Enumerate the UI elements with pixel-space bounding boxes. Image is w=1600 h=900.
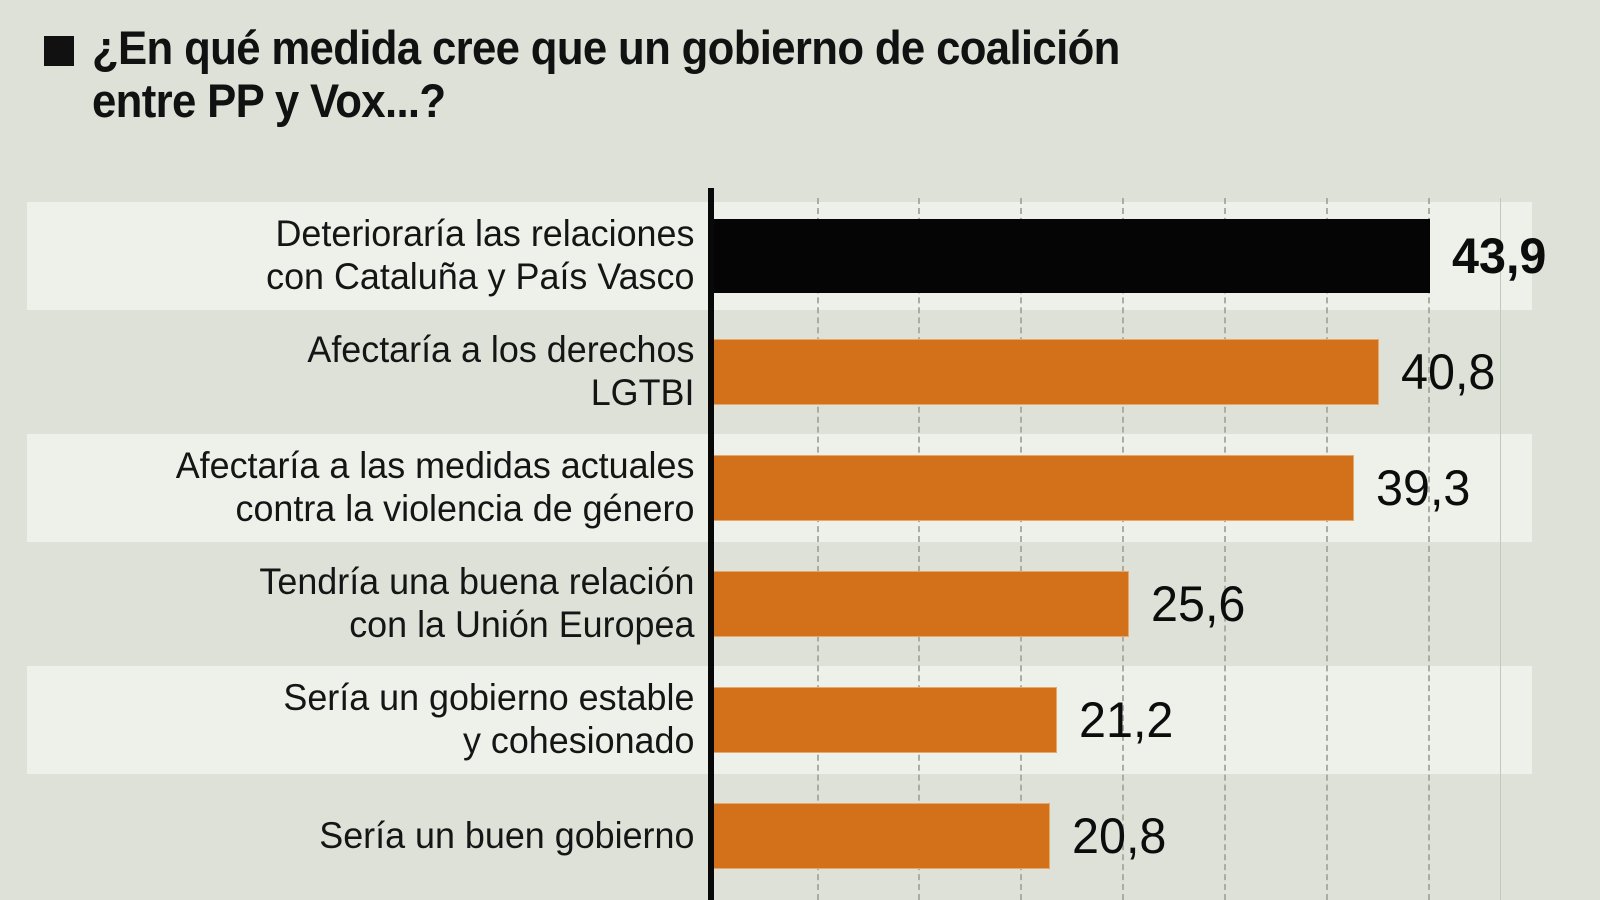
bar-plot: 39,3 <box>708 430 1600 546</box>
bar-plot: 20,8 <box>708 778 1600 894</box>
bar <box>708 455 1354 521</box>
bar-chart: Deterioraría las relaciones con Cataluña… <box>0 188 1600 900</box>
table-row: Afectaría a las medidas actuales contra … <box>0 430 1600 546</box>
square-bullet-icon <box>44 36 74 66</box>
bar-category-label: Sería un buen gobierno <box>319 814 695 856</box>
bar-category-label: Deterioraría las relaciones con Cataluña… <box>266 213 695 297</box>
table-row: Afectaría a los derechos LGTBI 40,8 <box>0 314 1600 430</box>
bar <box>708 687 1057 753</box>
bar <box>708 571 1129 637</box>
page-title: ¿En qué medida cree que un gobierno de c… <box>92 21 1120 127</box>
bar-plot: 21,2 <box>708 662 1600 778</box>
bar-category-label: Afectaría a las medidas actuales contra … <box>175 445 695 529</box>
table-row: Deterioraría las relaciones con Cataluña… <box>0 198 1600 314</box>
bar-plot: 25,6 <box>708 546 1600 662</box>
bar-value-label: 43,9 <box>1452 228 1547 284</box>
plot-right-edge <box>1500 198 1501 900</box>
table-row: Tendría una buena relación con la Unión … <box>0 546 1600 662</box>
bar-value-label: 39,3 <box>1376 460 1471 516</box>
bar-plot: 40,8 <box>708 314 1600 430</box>
bar-category-label: Sería un gobierno estable y cohesionado <box>283 677 695 761</box>
bar-plot: 43,9 <box>708 198 1600 314</box>
bar <box>708 803 1050 869</box>
bar-category-label: Afectaría a los derechos LGTBI <box>307 329 695 413</box>
bar-category-label: Tendría una buena relación con la Unión … <box>259 561 695 645</box>
bar <box>708 219 1430 293</box>
bar <box>708 339 1379 405</box>
chart-header: ¿En qué medida cree que un gobierno de c… <box>44 21 1444 127</box>
bar-value-label: 25,6 <box>1151 576 1246 632</box>
value-axis <box>708 188 714 900</box>
table-row: Sería un gobierno estable y cohesionado … <box>0 662 1600 778</box>
table-row: Sería un buen gobierno 20,8 <box>0 778 1600 894</box>
bar-value-label: 21,2 <box>1079 692 1174 748</box>
bar-value-label: 40,8 <box>1401 344 1496 400</box>
bar-value-label: 20,8 <box>1072 808 1167 864</box>
bar-rows: Deterioraría las relaciones con Cataluña… <box>0 198 1600 894</box>
